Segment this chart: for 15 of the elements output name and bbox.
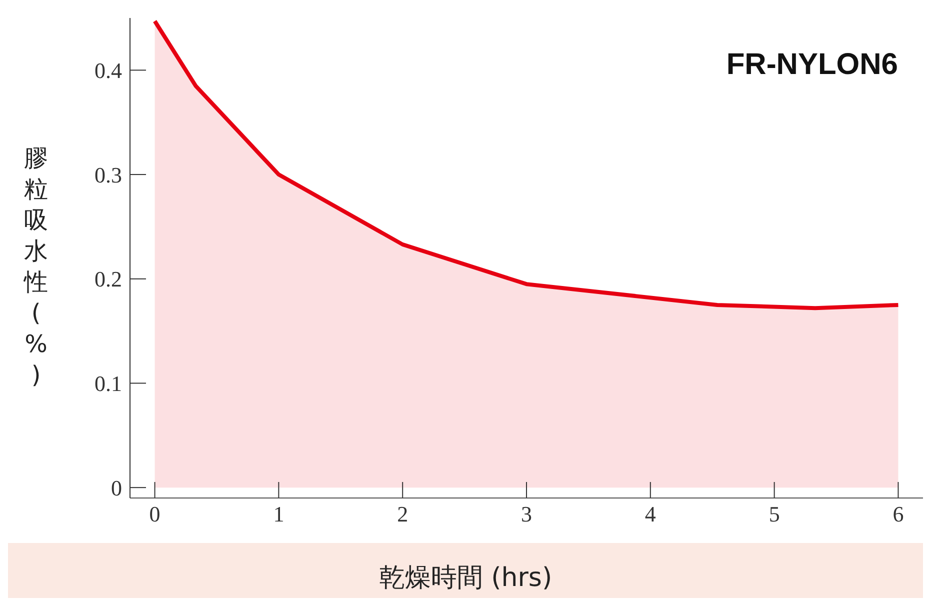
x-tick-label: 3 [521, 502, 532, 527]
y-tick-label: 0.4 [94, 58, 122, 83]
x-tick-label: 1 [273, 502, 284, 527]
y-tick-label: 0 [111, 475, 122, 500]
x-tick-label: 0 [149, 502, 160, 527]
x-tick-label: 5 [768, 502, 780, 527]
x-tick-label: 6 [892, 502, 904, 527]
x-axis-title: 乾燥時間 (hrs) [8, 543, 923, 598]
annotation: FR-NYLON6 [726, 48, 898, 82]
y-tick-label: 0.2 [94, 266, 122, 292]
y-tick-label: 0.3 [94, 162, 122, 188]
y-tick-label: 0.1 [94, 371, 122, 396]
y-axis-title: 膠粒吸水性(%) [22, 143, 49, 391]
x-tick-label: 2 [397, 502, 408, 527]
x-tick-label: 4 [644, 502, 656, 527]
